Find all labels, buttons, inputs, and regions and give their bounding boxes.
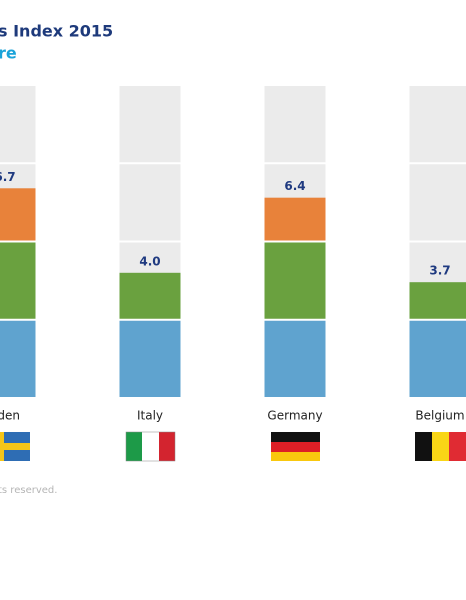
value-label: 3.7 bbox=[429, 264, 450, 278]
chart-title: s Index 2015 bbox=[0, 22, 113, 41]
bar-segment bbox=[0, 319, 36, 398]
flag-sweden bbox=[0, 432, 30, 461]
bar-segment bbox=[119, 319, 181, 398]
bar-segment bbox=[0, 241, 36, 320]
x-tick-label: eden bbox=[0, 409, 20, 423]
bar-segment bbox=[264, 241, 326, 320]
bar-segment bbox=[264, 319, 326, 398]
bar-segment bbox=[409, 319, 466, 398]
bar-segment bbox=[264, 197, 326, 242]
bar-segment bbox=[0, 188, 36, 242]
value-label: 6.7 bbox=[0, 170, 16, 184]
bar-segment bbox=[409, 282, 466, 320]
flag-belgium bbox=[415, 432, 466, 461]
flags bbox=[0, 431, 466, 462]
footer: ts reserved. bbox=[0, 485, 57, 496]
x-tick-label: Italy bbox=[137, 409, 163, 423]
value-label: 4.0 bbox=[139, 254, 160, 268]
x-tick-label: Belgium bbox=[415, 409, 464, 423]
flag-germany bbox=[271, 432, 320, 461]
flag-italy bbox=[125, 431, 176, 462]
bar-segment bbox=[119, 272, 181, 320]
x-tick-label: Germany bbox=[267, 409, 322, 423]
chart-subtitle: re bbox=[0, 44, 17, 63]
value-label: 6.4 bbox=[284, 179, 305, 193]
